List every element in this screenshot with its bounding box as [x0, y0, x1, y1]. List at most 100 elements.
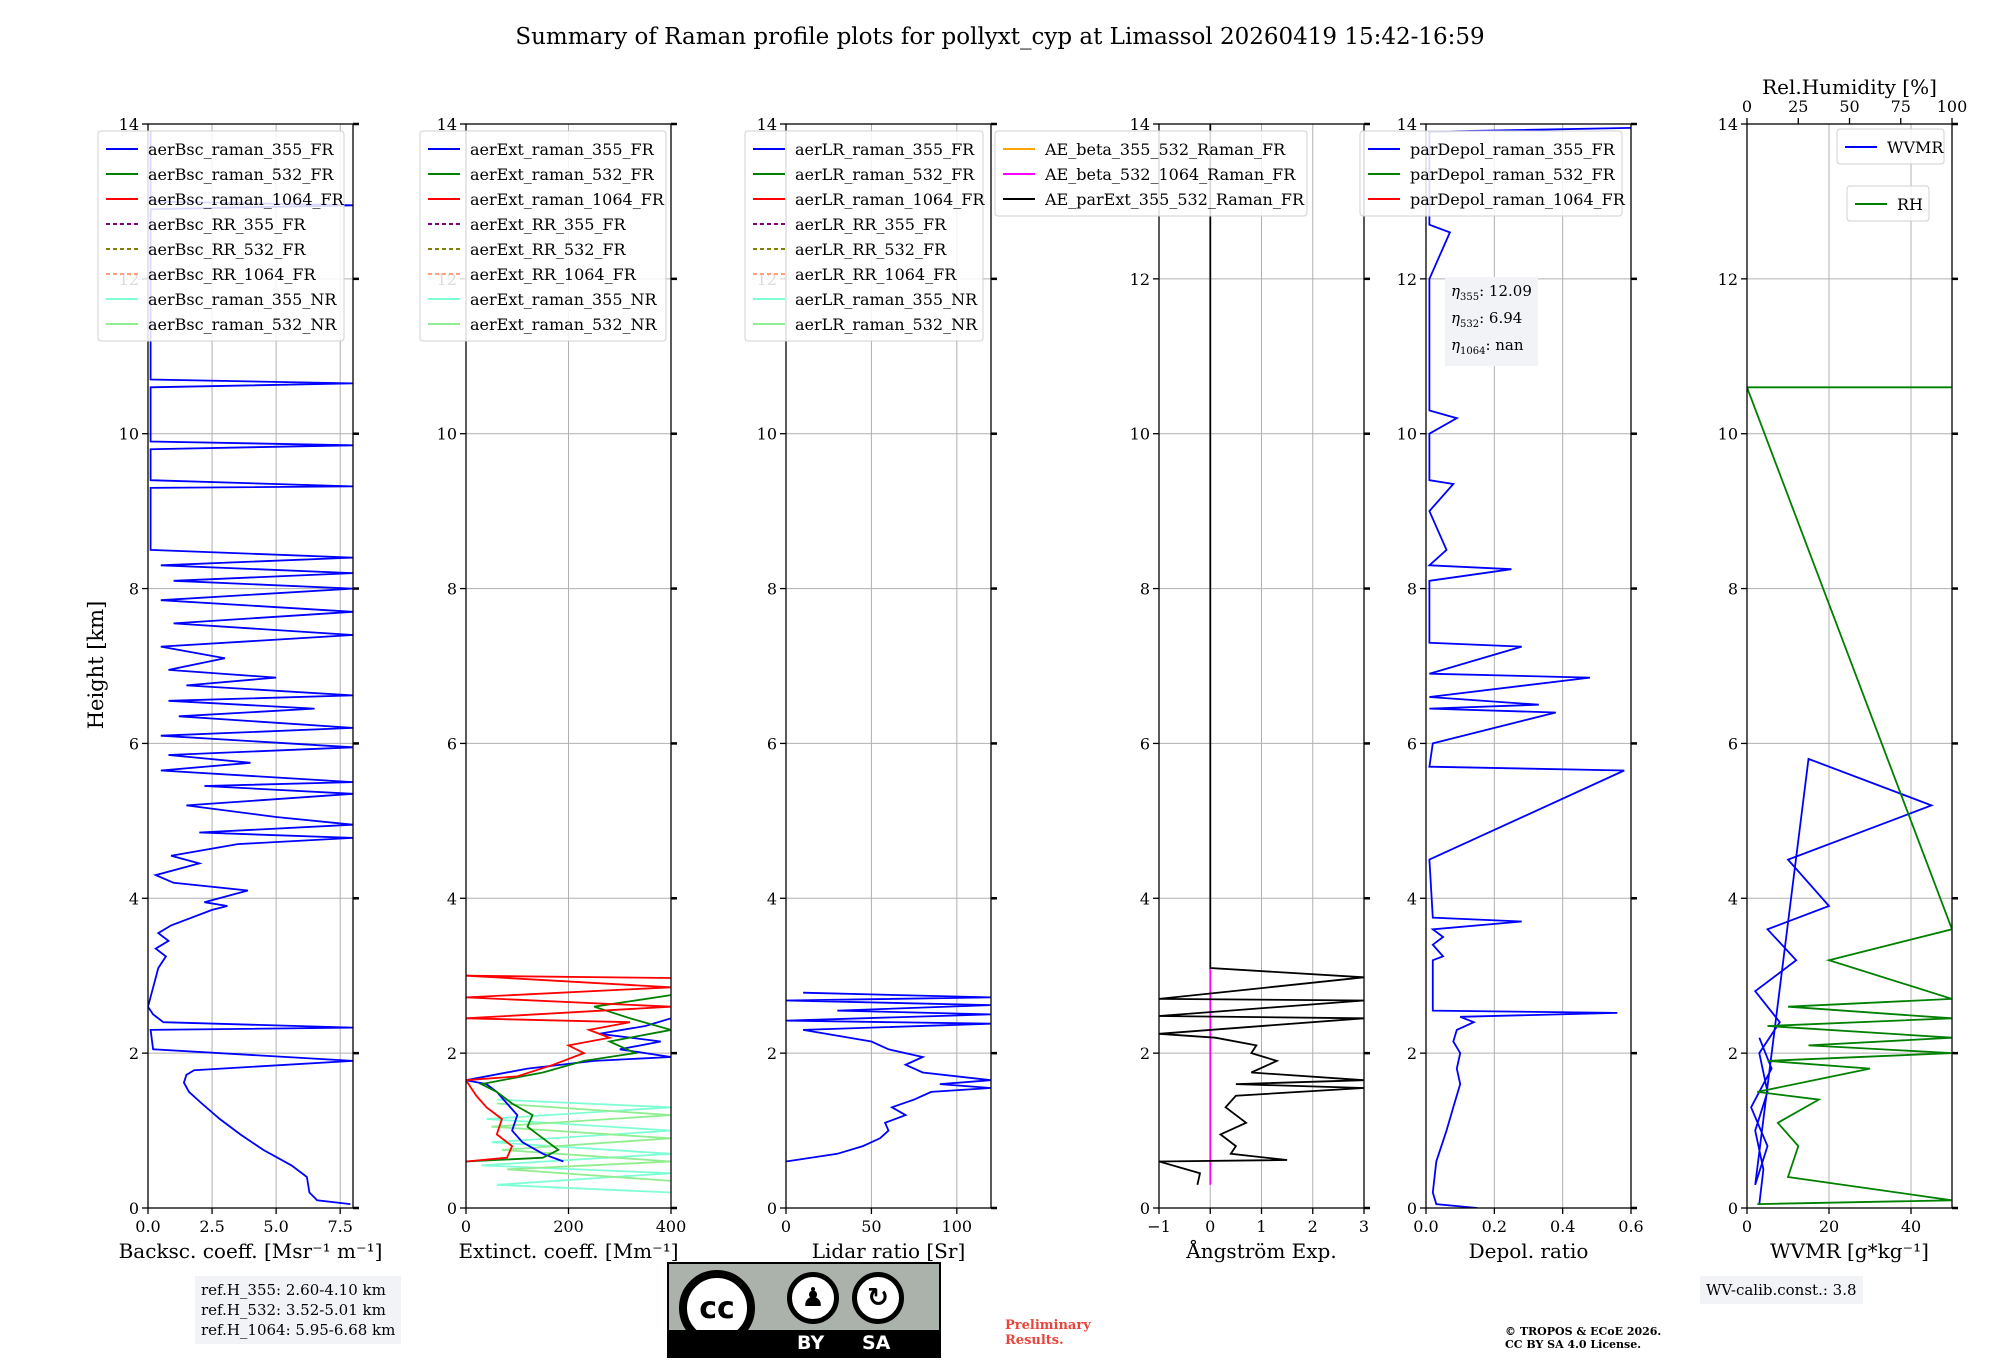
legend: WVMR: [1836, 128, 1945, 165]
y-tick-label: 0: [447, 1199, 457, 1218]
top-x-tick-label: 75: [1891, 97, 1911, 116]
y-tick-label: 2: [1407, 1044, 1417, 1063]
series-aerExt_raman_355_NR: [481, 1098, 671, 1194]
y-tick-label: 8: [447, 580, 457, 599]
x-tick-label: 400: [656, 1217, 687, 1236]
legend-label: parDepol_raman_1064_FR: [1410, 190, 1626, 209]
x-tick-label: 0.4: [1550, 1217, 1575, 1236]
x-tick-label: 0.0: [1413, 1217, 1438, 1236]
x-tick-label: 2: [1308, 1217, 1318, 1236]
legend-label: AE_parExt_355_532_Raman_FR: [1044, 190, 1305, 209]
legend-label: aerBsc_raman_532_NR: [148, 315, 337, 334]
legend-label: aerLR_RR_355_FR: [795, 215, 947, 234]
eta-532: η532: 6.94: [1451, 309, 1523, 330]
series-aerExt_raman_532_NR: [491, 1102, 671, 1182]
legend-frame: [994, 130, 1308, 217]
x-axis-label: Lidar ratio [Sr]: [812, 1239, 966, 1263]
y-tick-label: 12: [1130, 270, 1150, 289]
x-axis-label: Extinct. coeff. [Mm⁻¹]: [458, 1239, 678, 1263]
y-tick-label: 8: [767, 580, 777, 599]
x-tick-label: 0.6: [1618, 1217, 1643, 1236]
y-tick-label: 14: [119, 115, 139, 134]
preliminary-line-2: Results.: [1005, 1333, 1064, 1348]
y-tick-label: 8: [1140, 580, 1150, 599]
cc-by-label: BY: [797, 1332, 825, 1354]
panel-bsc: 0.02.55.07.502468101214Backsc. coeff. [M…: [97, 115, 383, 1263]
legend-label: aerLR_raman_355_NR: [795, 290, 978, 309]
x-axis-label: Backsc. coeff. [Msr⁻¹ m⁻¹]: [119, 1239, 383, 1263]
y-tick-label: 2: [129, 1044, 139, 1063]
cc-badge-bottom-bar: [669, 1330, 939, 1356]
legend-label: aerBsc_raman_1064_FR: [148, 190, 345, 209]
legend: aerLR_raman_355_FR aerLR_raman_532_FR aerL…: [744, 130, 985, 342]
legend-label: AE_beta_355_532_Raman_FR: [1044, 140, 1286, 159]
x-tick-label: 2.5: [199, 1217, 224, 1236]
legend-label: aerLR_raman_532_NR: [795, 315, 978, 334]
legend-label: aerLR_raman_532_FR: [795, 165, 975, 184]
axes-frame: [1746, 123, 1953, 1209]
y-tick-label: 4: [1728, 889, 1738, 908]
axes-frame: [1425, 123, 1632, 1209]
legend-label: aerExt_raman_355_NR: [470, 290, 658, 309]
panel-ext: 020040002468101214Extinct. coeff. [Mm⁻¹]…: [419, 115, 687, 1263]
y-tick-label: 6: [767, 734, 777, 753]
x-tick-label: 0: [461, 1217, 471, 1236]
y-tick-label: 4: [447, 889, 457, 908]
y-tick-label: 6: [1407, 734, 1417, 753]
y-tick-label: 4: [129, 889, 139, 908]
copyright-line-1: © TROPOS & ECoE 2026.: [1505, 1325, 1662, 1338]
eta-355: η355: 12.09: [1451, 282, 1532, 303]
legend: aerExt_raman_355_FR aerExt_raman_532_FRae…: [419, 130, 667, 342]
y-tick-label: 6: [1728, 734, 1738, 753]
figure-title: Summary of Raman profile plots for polly…: [515, 24, 1484, 50]
eta-1064: η1064: nan: [1451, 336, 1524, 357]
series-RH: [1747, 386, 1952, 1205]
series-aerExt_raman_532_FR: [466, 994, 671, 1163]
y-tick-label: 12: [1718, 270, 1738, 289]
y-tick-label: 14: [1718, 115, 1738, 134]
y-tick-label: 2: [767, 1044, 777, 1063]
series-aerLR_raman_355_FR: [786, 991, 991, 1163]
x-tick-label: 200: [553, 1217, 584, 1236]
legend-label: aerExt_RR_355_FR: [470, 215, 627, 234]
x-tick-label: 20: [1819, 1217, 1839, 1236]
legend-rh: RH: [1846, 185, 1930, 222]
legend-frame: [97, 130, 345, 342]
x-axis-label: WVMR [g*kg⁻¹]: [1770, 1239, 1929, 1263]
ref-height-532: ref.H_532: 3.52-5.01 km: [201, 1301, 386, 1319]
y-tick-label: 10: [437, 425, 457, 444]
preliminary-line-1: Preliminary: [1005, 1318, 1091, 1333]
eta-box: η355: 12.09 η532: 6.94 η1064: nan: [1445, 277, 1538, 366]
y-tick-label: 14: [437, 115, 457, 134]
x-tick-label: 0: [1742, 1217, 1752, 1236]
legend-label: aerBsc_RR_1064_FR: [148, 265, 317, 284]
legend-label: RH: [1897, 195, 1923, 214]
series-parDepol_raman_355_FR: [1427, 127, 1631, 1208]
x-tick-label: 50: [861, 1217, 881, 1236]
y-tick-label: 0: [1728, 1199, 1738, 1218]
series-aerBsc_raman_355_FR: [148, 131, 353, 1205]
y-tick-label: 2: [1140, 1044, 1150, 1063]
legend-label: aerExt_raman_1064_FR: [470, 190, 665, 209]
ref-height-1064: ref.H_1064: 5.95-6.68 km: [201, 1321, 396, 1339]
ref-heights-box: ref.H_355: 2.60-4.10 km ref.H_532: 3.52-…: [195, 1276, 402, 1344]
top-x-tick-label: 100: [1937, 97, 1968, 116]
top-x-tick-label: 50: [1839, 97, 1859, 116]
y-tick-label: 8: [129, 580, 139, 599]
legend: aerBsc_raman_355_FR aerBsc_raman_532_FRae…: [97, 130, 345, 342]
legend-label: aerLR_raman_1064_FR: [795, 190, 985, 209]
y-tick-label: 14: [757, 115, 777, 134]
y-tick-label: 4: [1140, 889, 1150, 908]
cc-license-badge: cc ♟ ↻ BY SA: [667, 1262, 941, 1358]
y-tick-label: 4: [767, 889, 777, 908]
legend-label: aerBsc_raman_532_FR: [148, 165, 334, 184]
legend-label: aerLR_raman_355_FR: [795, 140, 975, 159]
share-alike-icon: ↻: [852, 1272, 904, 1324]
x-tick-label: 3: [1359, 1217, 1369, 1236]
legend-label: aerExt_RR_1064_FR: [470, 265, 637, 284]
legend-label: aerExt_raman_532_NR: [470, 315, 658, 334]
y-axis-label: Height [km]: [84, 601, 108, 730]
legend-label: aerBsc_RR_532_FR: [148, 240, 306, 259]
